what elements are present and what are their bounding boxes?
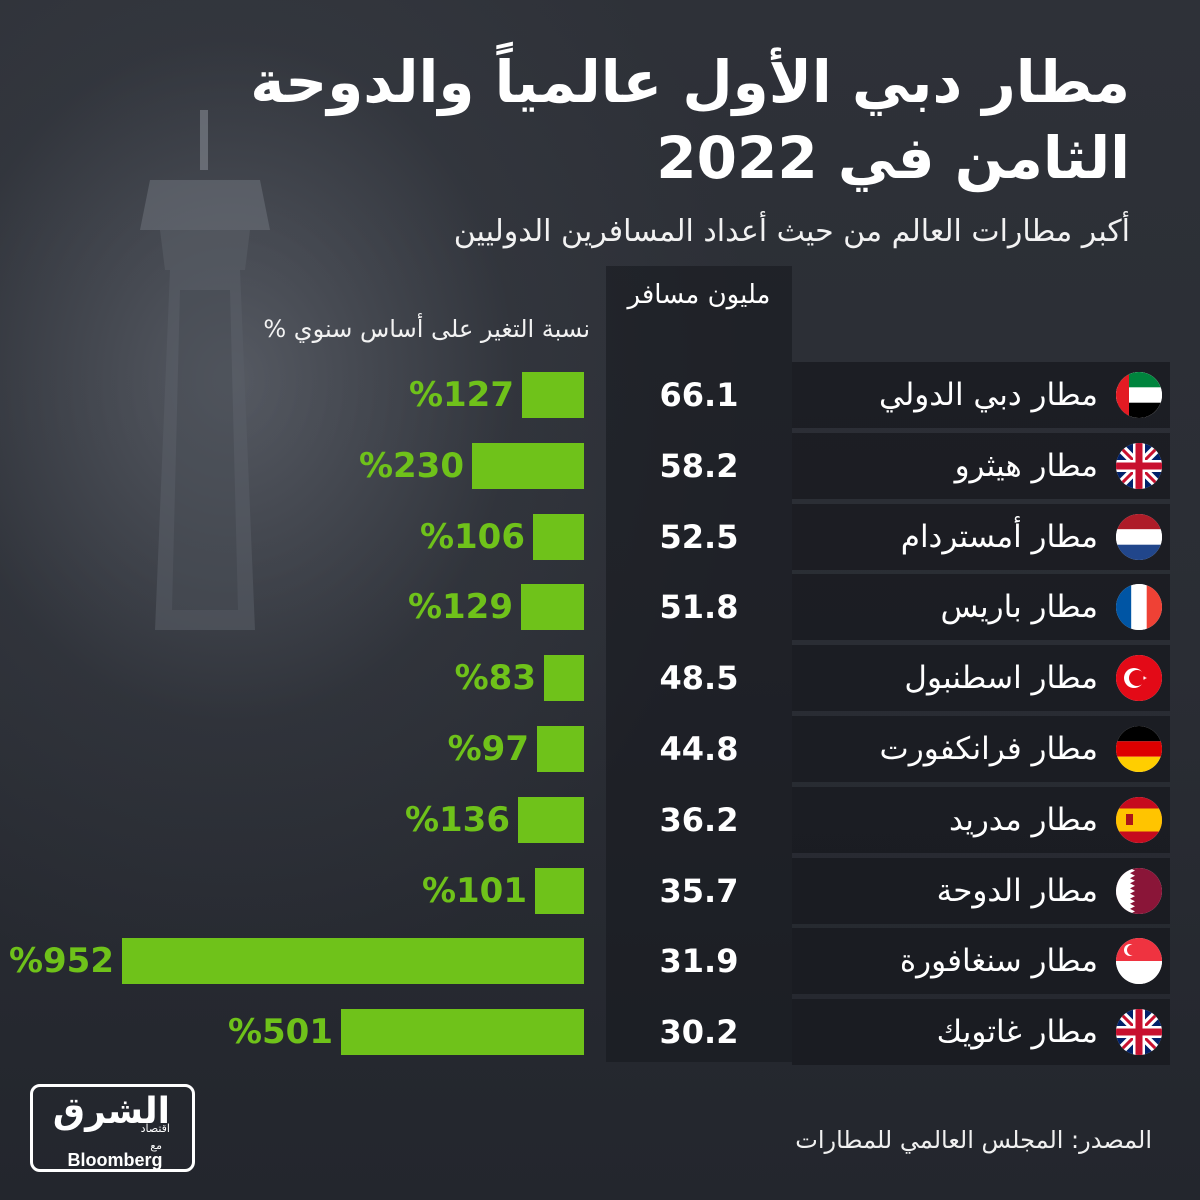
airport-name: مطار مدريد [948,802,1098,838]
change-label: %136 [404,800,510,840]
change-bar [518,797,584,843]
passengers-value: 44.8 [659,730,739,768]
change-bar [533,514,584,560]
passengers-value: 31.9 [659,942,739,980]
passengers-value: 36.2 [659,801,739,839]
change-column-header: نسبة التغير على أساس سنوي % [263,315,590,343]
uk-flag-icon [1116,1009,1162,1055]
airport-row-background [792,504,1170,570]
source-note: المصدر: المجلس العالمي للمطارات [795,1126,1152,1154]
passengers-value: 48.5 [659,659,739,697]
change-bar [521,584,584,630]
change-label: %230 [358,446,464,486]
airport-row-background [792,716,1170,782]
uae-flag-icon [1116,372,1162,418]
passengers-value: 30.2 [659,1013,739,1051]
logo-frame [30,1084,195,1172]
passengers-value: 35.7 [659,872,739,910]
airport-name: مطار اسطنبول [904,660,1098,696]
airport-row-background [792,928,1170,994]
values-column-header: مليون مسافر [627,280,771,310]
change-label: %952 [8,941,114,981]
uk-flag-icon [1116,443,1162,489]
airport-row-background [792,574,1170,640]
spain-flag-icon [1116,797,1162,843]
values-column-background [606,266,792,1062]
airport-name: مطار فرانكفورت [879,731,1098,767]
change-bar [522,372,584,418]
airport-name: مطار أمستردام [900,519,1098,555]
chart-title: مطار دبي الأول عالمياً والدوحة الثامن في… [250,48,1130,192]
qatar-flag-icon [1116,868,1162,914]
change-bar [535,868,584,914]
change-label: %101 [421,871,527,911]
singapore-flag-icon [1116,938,1162,984]
change-bar [122,938,584,984]
change-label: %106 [419,517,525,557]
airport-row-background [792,433,1170,499]
control-tower-silhouette [140,110,270,630]
change-label: %83 [454,658,536,698]
logo-with: مع [150,1139,162,1152]
airport-row-background [792,787,1170,853]
passengers-value: 58.2 [659,447,739,485]
change-label: %129 [407,587,513,627]
passengers-value: 66.1 [659,376,739,414]
change-label: %127 [408,375,514,415]
change-bar [537,726,584,772]
airport-name: مطار هيثرو [954,448,1098,484]
chart-subtitle: أكبر مطارات العالم من حيث أعداد المسافري… [453,214,1130,249]
airport-name: مطار دبي الدولي [878,377,1098,413]
germany-flag-icon [1116,726,1162,772]
change-bar [341,1009,584,1055]
airport-row-background [792,362,1170,428]
passengers-value: 52.5 [659,518,739,556]
airport-name: مطار سنغافورة [899,943,1098,979]
logo-asharq: الشرق [52,1091,170,1132]
turkey-flag-icon [1116,655,1162,701]
airport-row-background [792,645,1170,711]
airport-name: مطار الدوحة [936,873,1098,909]
change-bar [472,443,584,489]
airport-name: مطار باريس [940,589,1099,625]
netherlands-flag-icon [1116,514,1162,560]
logo-subtitle: اقتصاد [140,1122,170,1135]
airport-row-background [792,999,1170,1065]
france-flag-icon [1116,584,1162,630]
change-label: %501 [227,1012,333,1052]
change-bar [544,655,584,701]
logo-bloomberg: Bloomberg [67,1150,163,1170]
change-label: %97 [447,729,529,769]
airport-row-background [792,858,1170,924]
airport-name: مطار غاتويك [936,1014,1098,1050]
passengers-value: 51.8 [659,588,739,626]
